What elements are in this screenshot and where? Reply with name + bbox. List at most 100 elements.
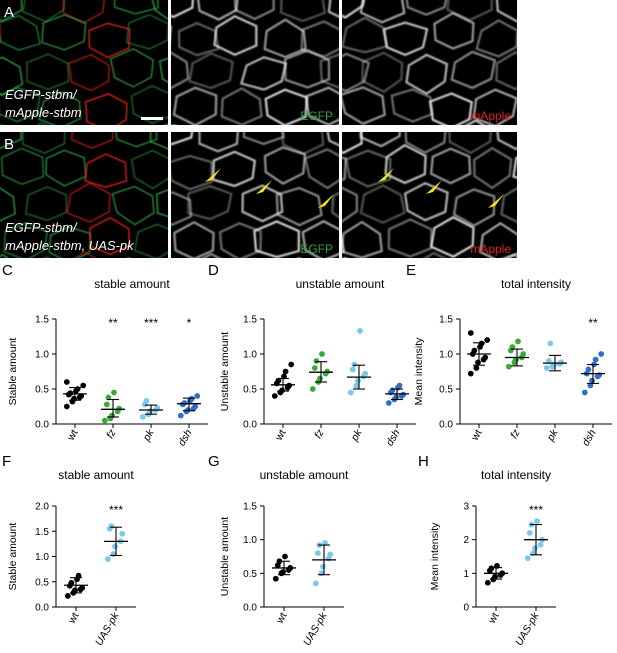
genotype-label: mApple-stbm	[5, 105, 82, 120]
data-point	[317, 375, 323, 382]
data-point	[188, 395, 195, 402]
data-point	[537, 541, 544, 548]
channel-label: EGFP	[300, 242, 333, 256]
data-point	[101, 417, 108, 424]
data-point	[478, 340, 485, 347]
data-point	[482, 354, 489, 361]
y-axis-label: Stable amount	[7, 523, 19, 591]
micrograph-panel	[342, 132, 517, 258]
y-axis-label: Mean intensity	[413, 337, 425, 405]
data-point	[532, 545, 538, 551]
data-point	[181, 400, 188, 406]
panel-letter: D	[208, 262, 219, 279]
data-point	[288, 361, 295, 368]
data-point	[71, 395, 77, 402]
data-point	[505, 363, 512, 370]
panel-letter-a: A	[4, 4, 14, 21]
y-axis-label: Stable amount	[7, 338, 19, 406]
y-tick-label: 2	[463, 535, 469, 546]
data-point	[64, 592, 71, 599]
micrograph-row-a: A EGFP-stbm/mApple-stbm EGFP mApple	[0, 0, 517, 125]
y-tick-label: 1.5	[439, 315, 453, 326]
data-point	[324, 368, 331, 375]
y-tick-label: 1.5	[35, 527, 49, 538]
x-tick-label: dsh	[384, 427, 403, 448]
x-tick-label: wt	[272, 427, 288, 443]
data-point	[524, 555, 531, 562]
y-tick-label: 0.0	[243, 603, 257, 614]
data-point	[192, 403, 199, 410]
data-point	[185, 407, 191, 413]
micrograph-panel	[0, 132, 168, 258]
data-point	[587, 382, 594, 389]
data-point	[484, 337, 491, 343]
data-point	[320, 563, 326, 570]
chart-title: stable amount	[58, 468, 134, 482]
data-point	[592, 356, 599, 363]
arrowhead-icon	[426, 180, 442, 194]
data-point	[105, 394, 112, 401]
data-point	[471, 347, 478, 354]
y-tick-label: 0.0	[35, 420, 49, 431]
data-point	[275, 377, 282, 384]
y-tick-label: 1.0	[439, 350, 453, 361]
y-tick-label: 1.0	[243, 535, 257, 546]
data-point	[104, 556, 111, 562]
data-point	[319, 351, 325, 357]
y-tick-label: 0.5	[243, 385, 257, 396]
x-tick-label: UAS-pk	[513, 610, 542, 648]
data-point	[282, 553, 288, 560]
arrowhead-icon	[488, 194, 504, 208]
chart-title: stable amount	[94, 277, 170, 291]
y-tick-label: 0.5	[35, 385, 49, 396]
y-axis-label: Unstable amount	[219, 332, 231, 411]
micrograph-panels: A EGFP-stbm/mApple-stbm EGFP mApple B EGFP-st…	[0, 0, 517, 258]
channel-label: mApple	[470, 109, 511, 123]
x-tick-label: dsh	[580, 427, 599, 448]
data-point	[116, 405, 123, 412]
data-point	[309, 386, 316, 392]
data-point	[67, 390, 74, 397]
data-point	[154, 405, 161, 411]
data-point	[558, 359, 565, 366]
data-point	[313, 358, 320, 364]
y-tick-label: 2.0	[35, 502, 49, 513]
y-tick-label: 0.5	[439, 385, 453, 396]
y-tick-label: 0	[463, 603, 469, 614]
data-point	[547, 340, 554, 347]
data-point	[347, 389, 354, 396]
data-point	[311, 365, 318, 371]
micrograph-row-b: B EGFP-stbm/mApple-stbm, UAS-pk EGFP mApple	[0, 132, 517, 258]
x-tick-label: UAS-pk	[301, 610, 330, 648]
data-point	[349, 366, 356, 373]
arrowhead-icon	[256, 180, 272, 194]
y-tick-label: 1.5	[243, 315, 257, 326]
y-tick-label: 1	[463, 569, 469, 580]
data-point	[581, 389, 588, 396]
genotype-label: EGFP-stbm/	[5, 220, 78, 235]
significance-label: *	[187, 316, 192, 330]
data-point	[74, 386, 81, 392]
panel-letter: E	[406, 262, 416, 279]
x-tick-label: wt	[65, 610, 81, 626]
arrowhead-icon	[318, 194, 334, 208]
chart-title: total intensity	[481, 468, 551, 482]
data-point	[351, 361, 358, 368]
data-point	[75, 572, 82, 579]
data-point	[139, 414, 146, 420]
data-point	[355, 377, 361, 384]
data-point	[484, 579, 491, 586]
x-tick-label: wt	[468, 427, 484, 443]
data-point	[108, 523, 115, 530]
micrograph-panel	[342, 0, 517, 125]
x-tick-label: wt	[273, 610, 289, 626]
data-point	[327, 551, 334, 558]
genotype-label: mApple-stbm, UAS-pk	[5, 238, 135, 253]
y-tick-label: 0.5	[35, 577, 49, 588]
panel-letter: H	[418, 453, 429, 470]
